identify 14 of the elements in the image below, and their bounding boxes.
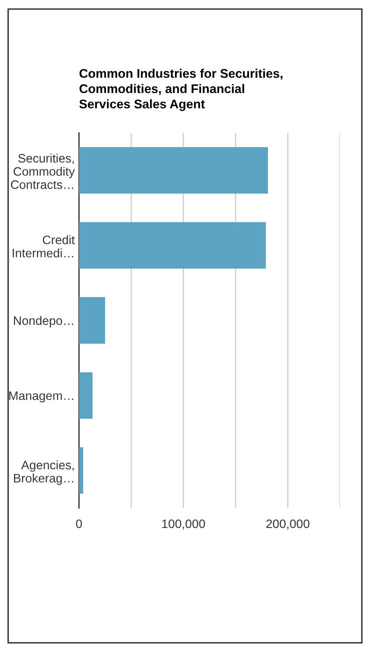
bar xyxy=(78,447,84,494)
bar xyxy=(78,372,93,419)
y-tick-label: Nondepo… xyxy=(14,316,74,328)
y-tick-label: Managem… xyxy=(9,391,74,402)
y-tick-label: Credit Intermedi… xyxy=(12,235,75,258)
y-tick-label: Securities, Commodity Contracts… xyxy=(10,154,75,189)
chart-title: Common Industries for Securities, Commodities, and Financial Services Sales Agent xyxy=(79,68,282,111)
y-tick-label: Agencies, Brokerag… xyxy=(14,460,74,485)
bar xyxy=(78,222,266,269)
x-tick-label: 0 xyxy=(76,519,82,528)
x-tick-label: 100,000 xyxy=(162,519,206,530)
bar xyxy=(78,147,268,194)
x-tick-label: 200,000 xyxy=(266,519,310,530)
bar xyxy=(78,297,106,344)
